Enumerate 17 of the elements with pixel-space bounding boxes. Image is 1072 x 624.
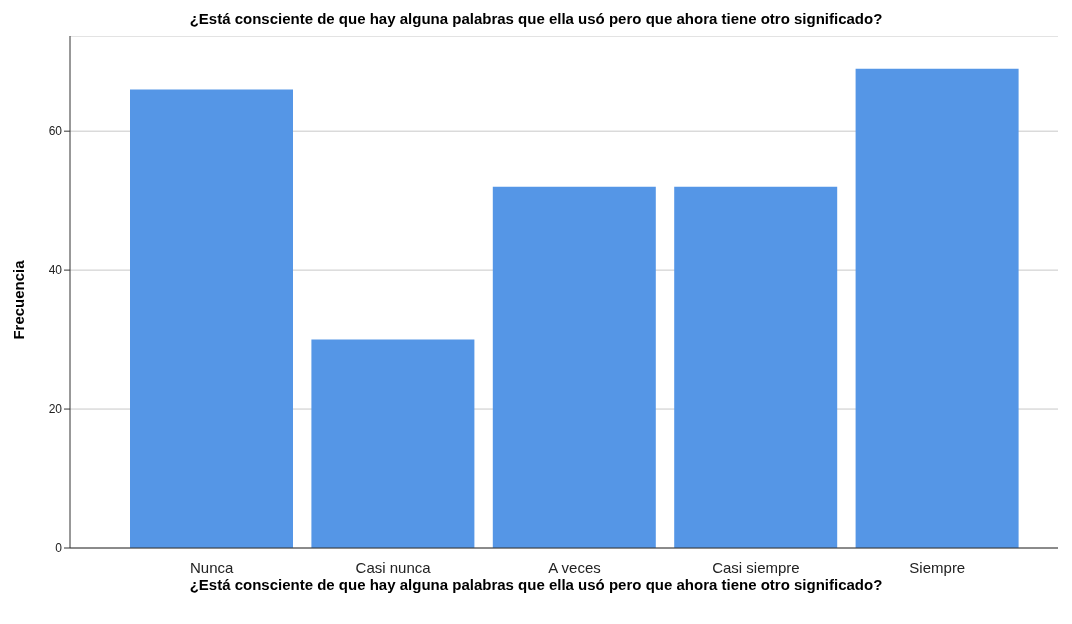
bar xyxy=(311,339,475,548)
bar xyxy=(492,186,656,548)
y-axis-title: Frecuencia xyxy=(9,260,27,340)
y-tick-label: 20 xyxy=(48,402,63,417)
y-tick-label: 60 xyxy=(48,124,63,139)
bar xyxy=(674,186,838,548)
bar xyxy=(130,89,293,548)
x-tick-label: Casi nunca xyxy=(355,558,432,576)
y-tick-label: 40 xyxy=(48,263,63,278)
x-tick-label: A veces xyxy=(548,558,601,576)
bar xyxy=(855,68,1019,548)
x-tick-label: Casi siempre xyxy=(712,558,800,576)
x-tick-label: Nunca xyxy=(190,558,235,576)
x-tick-label: Siempre xyxy=(909,558,966,576)
chart-title: ¿Está consciente de que hay alguna palabras que ella usó pero que ahora tiene otro significado? xyxy=(188,10,884,27)
y-tick-label: 0 xyxy=(55,541,63,556)
x-axis-title: ¿Está consciente de que hay alguna palabras que ella usó pero que ahora tiene otro significado? xyxy=(188,576,884,593)
